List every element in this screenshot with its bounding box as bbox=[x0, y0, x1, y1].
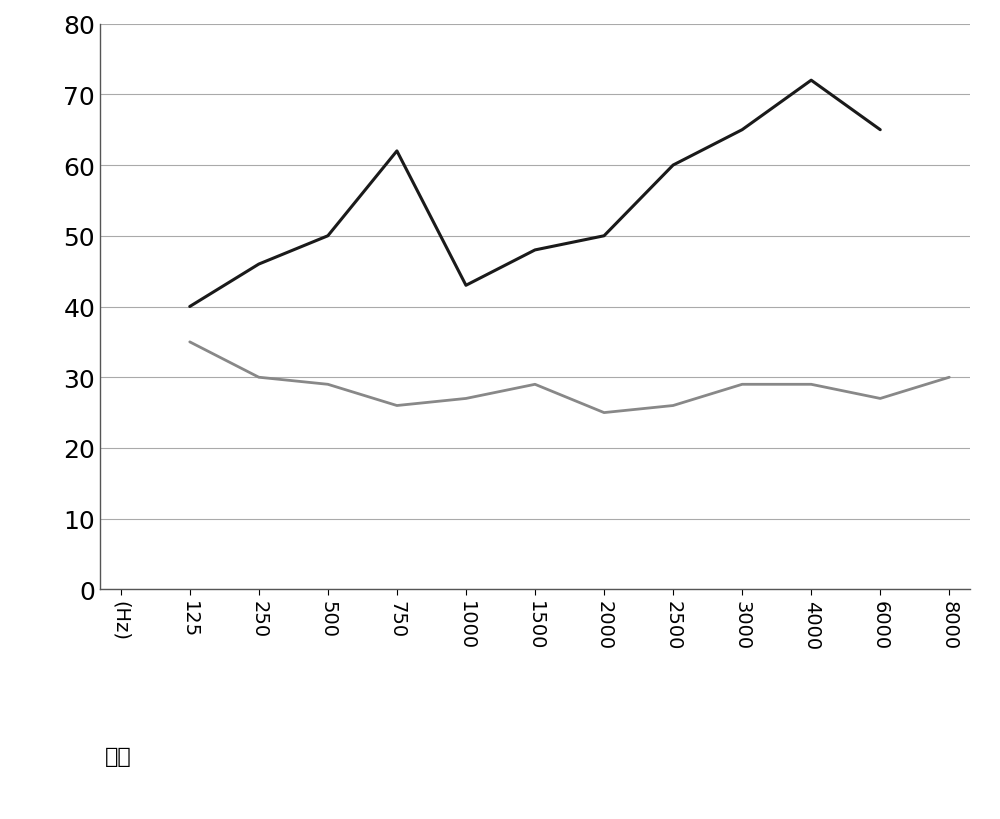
Text: 频率: 频率 bbox=[105, 745, 132, 766]
